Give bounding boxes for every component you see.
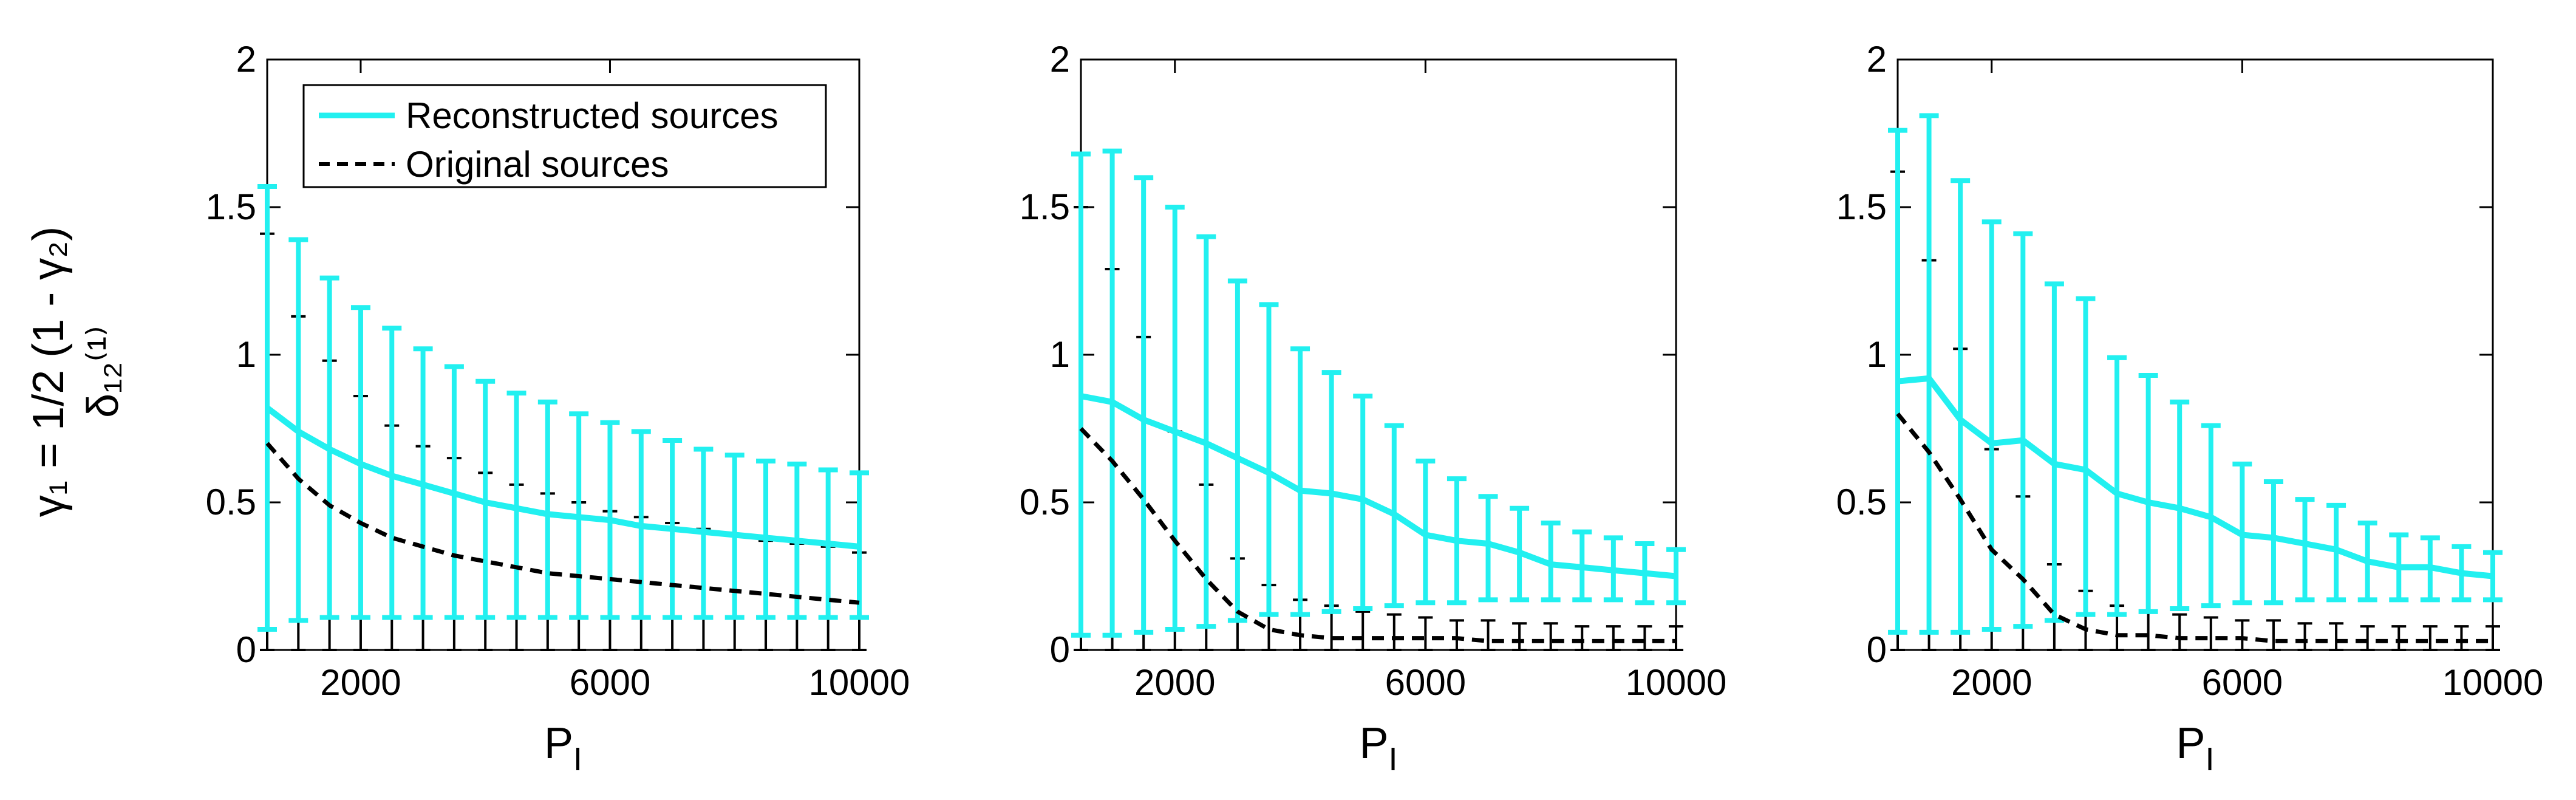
y-tick-label: 2 bbox=[236, 39, 256, 80]
x-axis-label: PI bbox=[2176, 719, 2214, 778]
y-tick-label: 0.5 bbox=[1020, 482, 1070, 522]
legend: Reconstructed sources Original sources bbox=[304, 85, 826, 187]
y-tick-label: 0 bbox=[1050, 629, 1070, 670]
x-axis-label: PI bbox=[544, 719, 582, 778]
series-line-reconstructed bbox=[1898, 378, 2493, 576]
x-tick-label: 2000 bbox=[320, 662, 401, 703]
y-tick-label: 1 bbox=[236, 334, 256, 375]
y-tick-label: 1.5 bbox=[1836, 186, 1887, 227]
panel-2-axes-box bbox=[1081, 60, 1676, 650]
legend-label-original: Original sources bbox=[406, 144, 669, 185]
x-tick-label: 6000 bbox=[570, 662, 650, 703]
y-tick-label: 1 bbox=[1867, 334, 1887, 375]
x-tick-label: 10000 bbox=[2442, 662, 2544, 703]
y-tick-label: 0.5 bbox=[1836, 482, 1887, 522]
y-tick-label: 0.5 bbox=[206, 482, 256, 522]
panel-3: 0 0.5 1 1.5 2 2000 6000 10000 PI bbox=[1836, 39, 2544, 778]
x-tick-label: 10000 bbox=[1626, 662, 1727, 703]
y-tick-label: 2 bbox=[1867, 39, 1887, 80]
y-tick-label: 0 bbox=[236, 629, 256, 670]
panel-2: 0 0.5 1 1.5 2 2000 6000 10000 PI bbox=[1020, 39, 1727, 778]
y-axis-label-line2: δ₁₂⁽¹⁾ bbox=[79, 326, 128, 418]
x-tick-label: 2000 bbox=[1951, 662, 2032, 703]
x-axis-label: PI bbox=[1359, 719, 1397, 778]
series-line-reconstructed bbox=[267, 408, 859, 547]
y-tick-label: 0 bbox=[1867, 629, 1887, 670]
x-tick-label: 2000 bbox=[1134, 662, 1215, 703]
y-tick-label: 1.5 bbox=[206, 186, 256, 227]
x-tick-label: 6000 bbox=[1385, 662, 1466, 703]
series-line-original bbox=[1898, 414, 2493, 641]
panel-3-axes-box bbox=[1898, 60, 2493, 650]
y-tick-label: 2 bbox=[1050, 39, 1070, 80]
series-line-original bbox=[267, 443, 859, 603]
y-tick-label: 1.5 bbox=[1020, 186, 1070, 227]
x-tick-label: 6000 bbox=[2202, 662, 2283, 703]
y-axis-label: γ₁ = 1/2 (1 - γ₂) δ₁₂⁽¹⁾ bbox=[24, 227, 128, 517]
series-line-original bbox=[1081, 429, 1676, 641]
series-line-reconstructed bbox=[1081, 396, 1676, 576]
legend-label-reconstructed: Reconstructed sources bbox=[406, 95, 779, 136]
y-tick-label: 1 bbox=[1050, 334, 1070, 375]
y-axis-label-line1: γ₁ = 1/2 (1 - γ₂) bbox=[24, 227, 73, 517]
x-tick-label: 10000 bbox=[809, 662, 910, 703]
